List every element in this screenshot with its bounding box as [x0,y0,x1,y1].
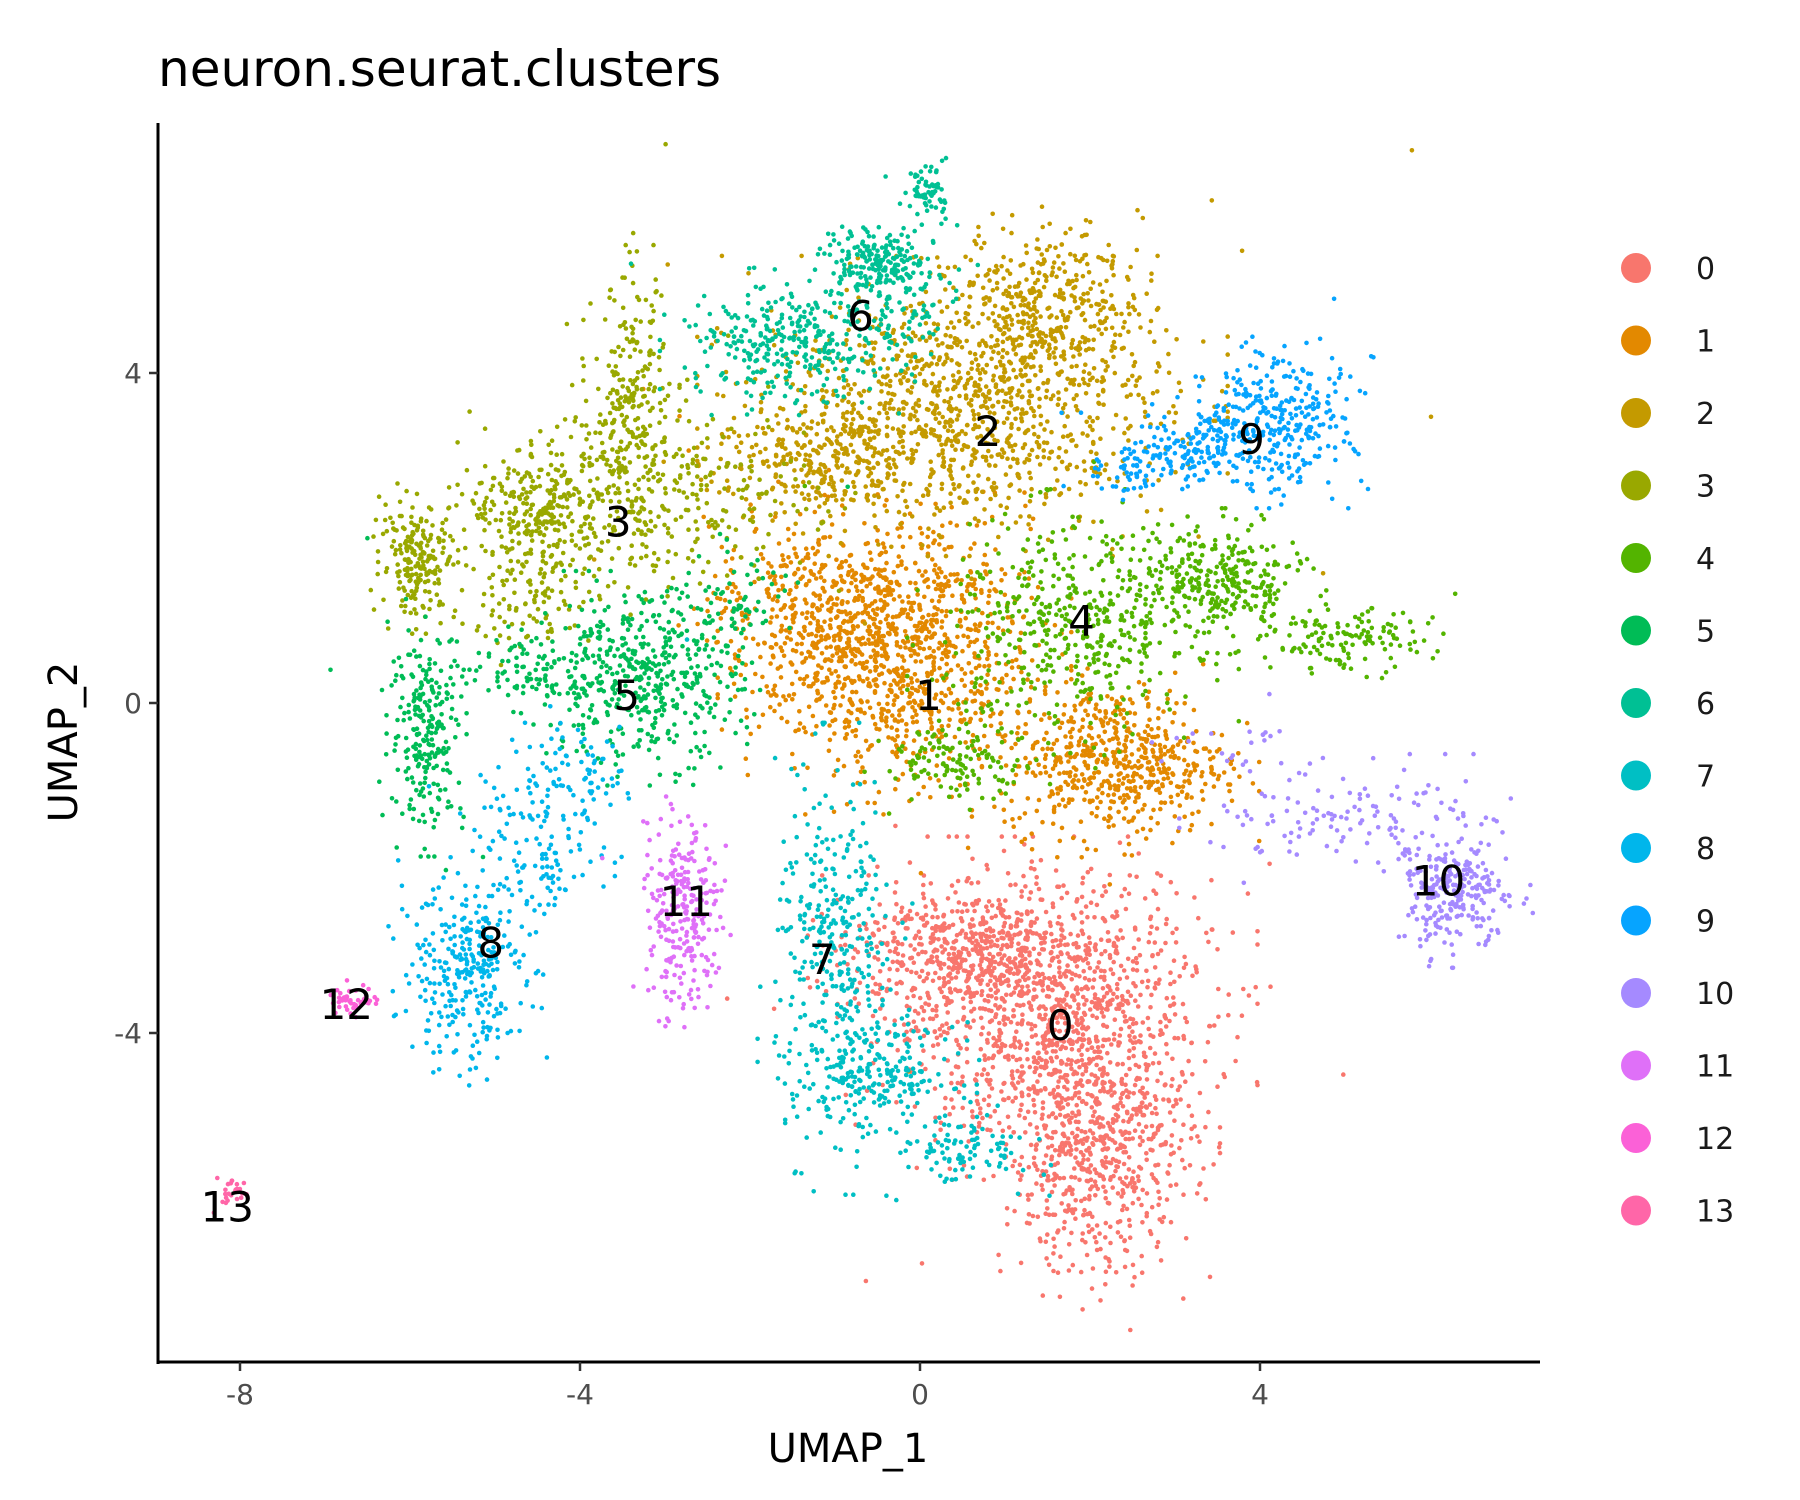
x-axis-title: UMAP_1 [768,1426,929,1472]
legend-label: 8 [1696,832,1715,867]
legend-item-8: 8 [1621,832,1715,867]
cluster-label-0: 0 [1047,1001,1074,1050]
cluster-4-points [802,459,1458,816]
cluster-label-3: 3 [605,498,632,547]
legend-swatch [1621,833,1651,863]
cluster-6-points [628,155,981,418]
legend-swatch [1621,470,1651,501]
legend-item-0: 0 [1621,252,1715,287]
y-tick-label: -4 [114,1017,142,1050]
legend-label: 3 [1696,470,1715,505]
cluster-label-10: 10 [1412,856,1465,905]
legend-label: 9 [1696,905,1715,940]
cluster-label-9: 9 [1238,415,1265,464]
cluster-label-11: 11 [660,877,713,926]
legend-item-1: 1 [1621,325,1715,360]
legend-swatch [1621,1050,1651,1081]
legend-swatch [1621,615,1651,646]
legend-item-12: 12 [1621,1122,1734,1157]
cluster-11-points [600,794,733,1030]
x-tick-label: 4 [1251,1378,1269,1411]
legend-item-7: 7 [1621,760,1715,795]
legend-item-11: 11 [1621,1050,1734,1085]
cluster-9-points [1059,296,1376,511]
y-tick-label: 4 [124,357,142,390]
legend-swatch [1621,398,1651,428]
legend-item-13: 13 [1621,1195,1734,1230]
cluster-5-points [328,484,850,873]
legend-label: 5 [1696,615,1715,650]
chart-title: neuron.seurat.clusters [158,40,721,98]
y-tick-label: 0 [124,687,142,720]
cluster-3-points [368,141,858,668]
legend-swatch [1621,253,1651,283]
legend-swatch [1621,1123,1651,1153]
legend-swatch [1621,1195,1651,1226]
legend-item-6: 6 [1621,687,1715,722]
cluster-label-6: 6 [847,291,874,340]
legend-item-9: 9 [1621,905,1715,940]
legend-swatch [1621,543,1651,573]
legend-swatch [1621,760,1651,791]
legend-label: 0 [1696,252,1715,287]
cluster-label-5: 5 [613,671,640,720]
cluster-0-points [724,823,1346,1333]
cluster-13-points [211,1175,249,1216]
legend-label: 11 [1696,1050,1734,1085]
y-axis-title: UMAP_2 [41,662,87,823]
legend-swatch [1621,325,1651,356]
cluster-label-8: 8 [477,918,504,967]
cluster-2-points [591,148,1434,626]
legend-label: 13 [1696,1195,1734,1230]
x-tick-label: 0 [911,1378,929,1411]
legend-item-5: 5 [1621,615,1715,650]
legend-label: 7 [1696,760,1715,795]
cluster-label-7: 7 [809,935,836,984]
legend-item-3: 3 [1621,470,1715,505]
cluster-label-13: 13 [201,1182,254,1231]
legend-label: 12 [1696,1122,1734,1157]
cluster-label-4: 4 [1068,597,1095,646]
legend-item-4: 4 [1621,542,1715,577]
x-tick-label: -8 [226,1378,254,1411]
legend-label: 4 [1696,542,1715,577]
legend-label: 6 [1696,687,1715,722]
legend-label: 1 [1696,325,1715,360]
legend-swatch [1621,905,1651,936]
legend-item-2: 2 [1621,397,1715,432]
legend-item-10: 10 [1621,977,1734,1012]
cluster-label-12: 12 [320,980,373,1029]
legend-swatch [1621,978,1651,1008]
legend-swatch [1621,688,1651,718]
cluster-10-points [1149,691,1536,971]
axes-layer [156,123,1540,1364]
cluster-12-points [328,978,380,1020]
legend-label: 2 [1696,397,1715,432]
ticks-layer: -8 -4 0 4 4 0 -4 [114,357,1269,1411]
cluster-8-points [386,704,632,1088]
cluster-label-2: 2 [975,407,1002,456]
x-tick-label: -4 [566,1378,594,1411]
cluster-7-points [684,637,1054,1203]
cluster-label-1: 1 [915,671,942,720]
points-layer [211,141,1536,1333]
legend-label: 10 [1696,977,1734,1012]
